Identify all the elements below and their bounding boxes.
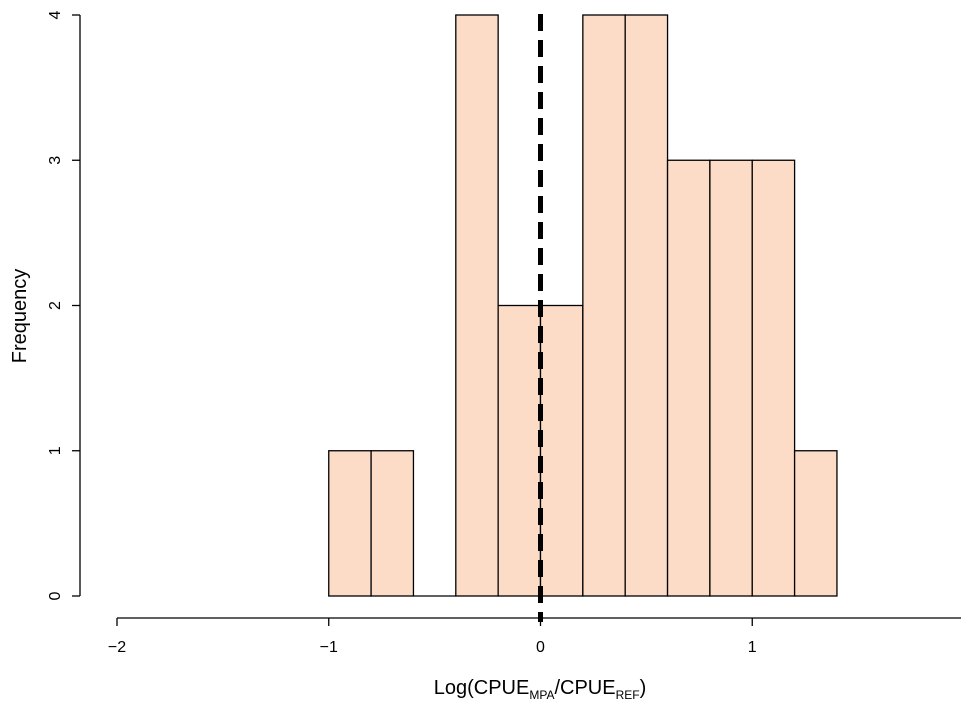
x-axis-label: Log(CPUEMPA/CPUEREF): [434, 677, 647, 702]
histogram-bar: [497, 304, 542, 597]
x-tick-label: 1: [748, 639, 757, 656]
y-tick-label: 3: [47, 156, 64, 165]
x-tick-label: −2: [108, 639, 126, 656]
histogram-bar: [328, 450, 372, 597]
histogram-bar: [624, 14, 669, 597]
histogram-bar: [455, 14, 499, 597]
y-tick-label: 0: [47, 591, 64, 600]
x-axis: −2 −1 0 1: [108, 617, 961, 656]
y-tick-label: 2: [47, 301, 64, 310]
histogram-bar: [666, 159, 711, 597]
histogram-bar: [370, 450, 415, 597]
histogram-bar: [751, 159, 796, 597]
histogram-bar: [582, 14, 626, 597]
histogram-bar: [709, 159, 753, 597]
y-axis: 0 1 2 3 4: [47, 10, 81, 600]
x-tick-label: 0: [536, 639, 545, 656]
x-tick-label: −1: [320, 639, 338, 656]
y-axis-label: Frequency: [9, 269, 31, 364]
y-tick-label: 1: [47, 446, 64, 455]
histogram-bar: [539, 304, 584, 597]
histogram-bars: [328, 14, 838, 597]
histogram-bar: [793, 450, 838, 597]
y-tick-label: 4: [47, 10, 64, 19]
